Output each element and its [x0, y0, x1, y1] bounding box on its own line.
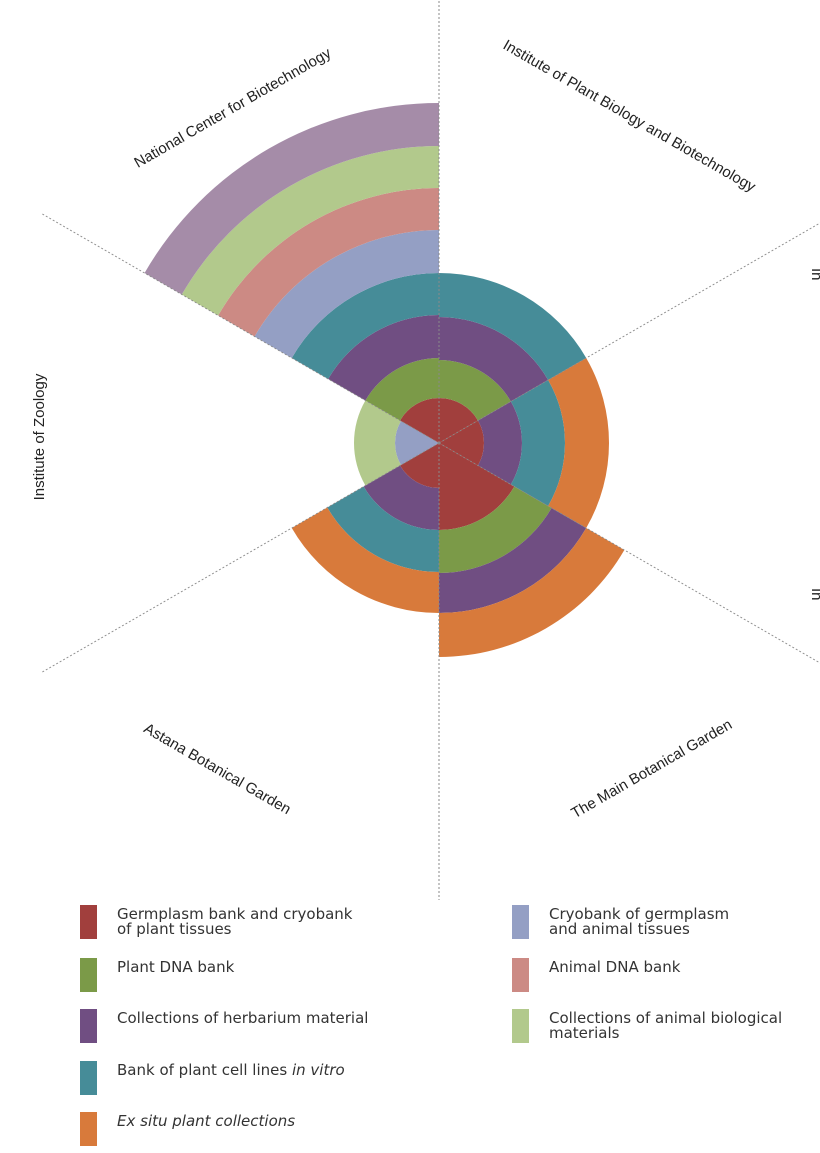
- legend-swatch-ex-situ: [80, 1112, 97, 1146]
- wedge-ncb-animal-collections: [181, 146, 439, 316]
- legend: Germplasm bank and cryobank of plant tis…: [0, 900, 820, 1153]
- legend-item-cryobank-animal: Cryobank of germplasm and animal tissues: [512, 905, 729, 939]
- legend-label-plant-dna: Plant DNA bank: [117, 958, 235, 976]
- legend-swatch-cell-lines: [80, 1061, 97, 1095]
- legend-label-cell-lines-italic: in vitro: [291, 1061, 345, 1079]
- polar-chart: National Center for Biotechnology Instit…: [31, 0, 820, 903]
- legend-label-germplasm: Germplasm bank and cryobank of plant tis…: [117, 905, 353, 938]
- legend-label-cell-lines-text: Bank of plant cell lines: [117, 1061, 292, 1079]
- wedge-main-ex-situ: [439, 528, 625, 657]
- wedge-ipbb-cell-lines: [439, 273, 587, 380]
- legend-label-ex-situ: Ex situ plant collections: [117, 1112, 296, 1130]
- wedge-ncb-cell-lines: [291, 273, 439, 379]
- legend-swatch-herbarium: [80, 1009, 97, 1043]
- legend-swatch-animal-dna: [512, 958, 529, 992]
- sector-divider: [438, 222, 820, 444]
- sector-divider: [438, 442, 820, 664]
- legend-swatch-animal-collections: [512, 1009, 529, 1043]
- legend-label-cryobank-animal: Cryobank of germplasm and animal tissues: [549, 905, 730, 938]
- wedge-ncb-germplasm: [400, 398, 439, 443]
- divider-layer: [40, 0, 820, 903]
- wedge-ipbb-germplasm: [439, 398, 478, 443]
- wedge-ncb-ncb-outer: [144, 103, 439, 295]
- wedge-astana-ex-situ: [291, 507, 439, 613]
- legend-item-germplasm: Germplasm bank and cryobank of plant tis…: [80, 905, 352, 939]
- wedge-ncb-plant-dna: [365, 358, 439, 421]
- wedge-ipbb_b-ex-situ: [548, 358, 609, 528]
- sector-divider: [40, 442, 440, 674]
- sector-label-ipbb: Institute of Plant Biology and Biotechno…: [500, 37, 759, 196]
- sector-label-right-bottom: In: [808, 588, 820, 601]
- legend-item-cell-lines: Bank of plant cell lines in vitro: [80, 1061, 345, 1095]
- legend-label-animal-collections: Collections of animal biological materia…: [549, 1009, 783, 1042]
- legend-label-cell-lines: Bank of plant cell lines in vitro: [117, 1061, 345, 1078]
- wedge-zoo-cryobank-animal: [395, 421, 439, 465]
- wedge-astana-germplasm: [400, 443, 439, 488]
- wedge-main-plant-dna: [439, 486, 552, 573]
- legend-item-animal-dna: Animal DNA bank: [512, 958, 680, 992]
- legend-item-plant-dna: Plant DNA bank: [80, 958, 234, 992]
- sector-label-astana: Astana Botanical Garden: [141, 720, 294, 818]
- wedge-astana-cell-lines: [327, 486, 439, 572]
- wedge-ipbb-herbarium: [439, 317, 549, 402]
- wedge-ipbb_b-cell-lines: [510, 380, 565, 506]
- wedge-ncb-herbarium: [328, 315, 439, 401]
- wedge-ncb-animal-dna: [218, 188, 439, 337]
- wedge-main-herbarium: [439, 508, 587, 613]
- wedge-ipbb-plant-dna: [439, 360, 511, 421]
- legend-label-animal-dna: Animal DNA bank: [549, 958, 681, 976]
- sector-divider: [40, 212, 440, 444]
- wedge-ipbb_b-germplasm: [439, 420, 484, 466]
- sector-label-right-top: In: [808, 268, 820, 281]
- legend-item-herbarium: Collections of herbarium material: [80, 1009, 368, 1043]
- wedge-layer: [144, 103, 625, 657]
- wedge-ipbb_b-herbarium: [477, 401, 522, 485]
- sector-label-zoology: Institute of Zoology: [31, 373, 48, 500]
- wedge-ncb-cryobank-animal: [254, 230, 439, 358]
- wedge-astana-herbarium: [363, 465, 439, 530]
- wedge-zoo-animal-collections: [354, 400, 401, 486]
- legend-swatch-plant-dna: [80, 958, 97, 992]
- legend-swatch-cryobank-animal: [512, 905, 529, 939]
- legend-item-ex-situ: Ex situ plant collections: [80, 1112, 295, 1146]
- sector-label-main: The Main Botanical Garden: [568, 716, 735, 822]
- legend-item-animal-collections: Collections of animal biological materia…: [512, 1009, 782, 1043]
- legend-label-herbarium: Collections of herbarium material: [117, 1009, 369, 1027]
- legend-swatch-germplasm: [80, 905, 97, 939]
- wedge-main-germplasm: [439, 443, 515, 530]
